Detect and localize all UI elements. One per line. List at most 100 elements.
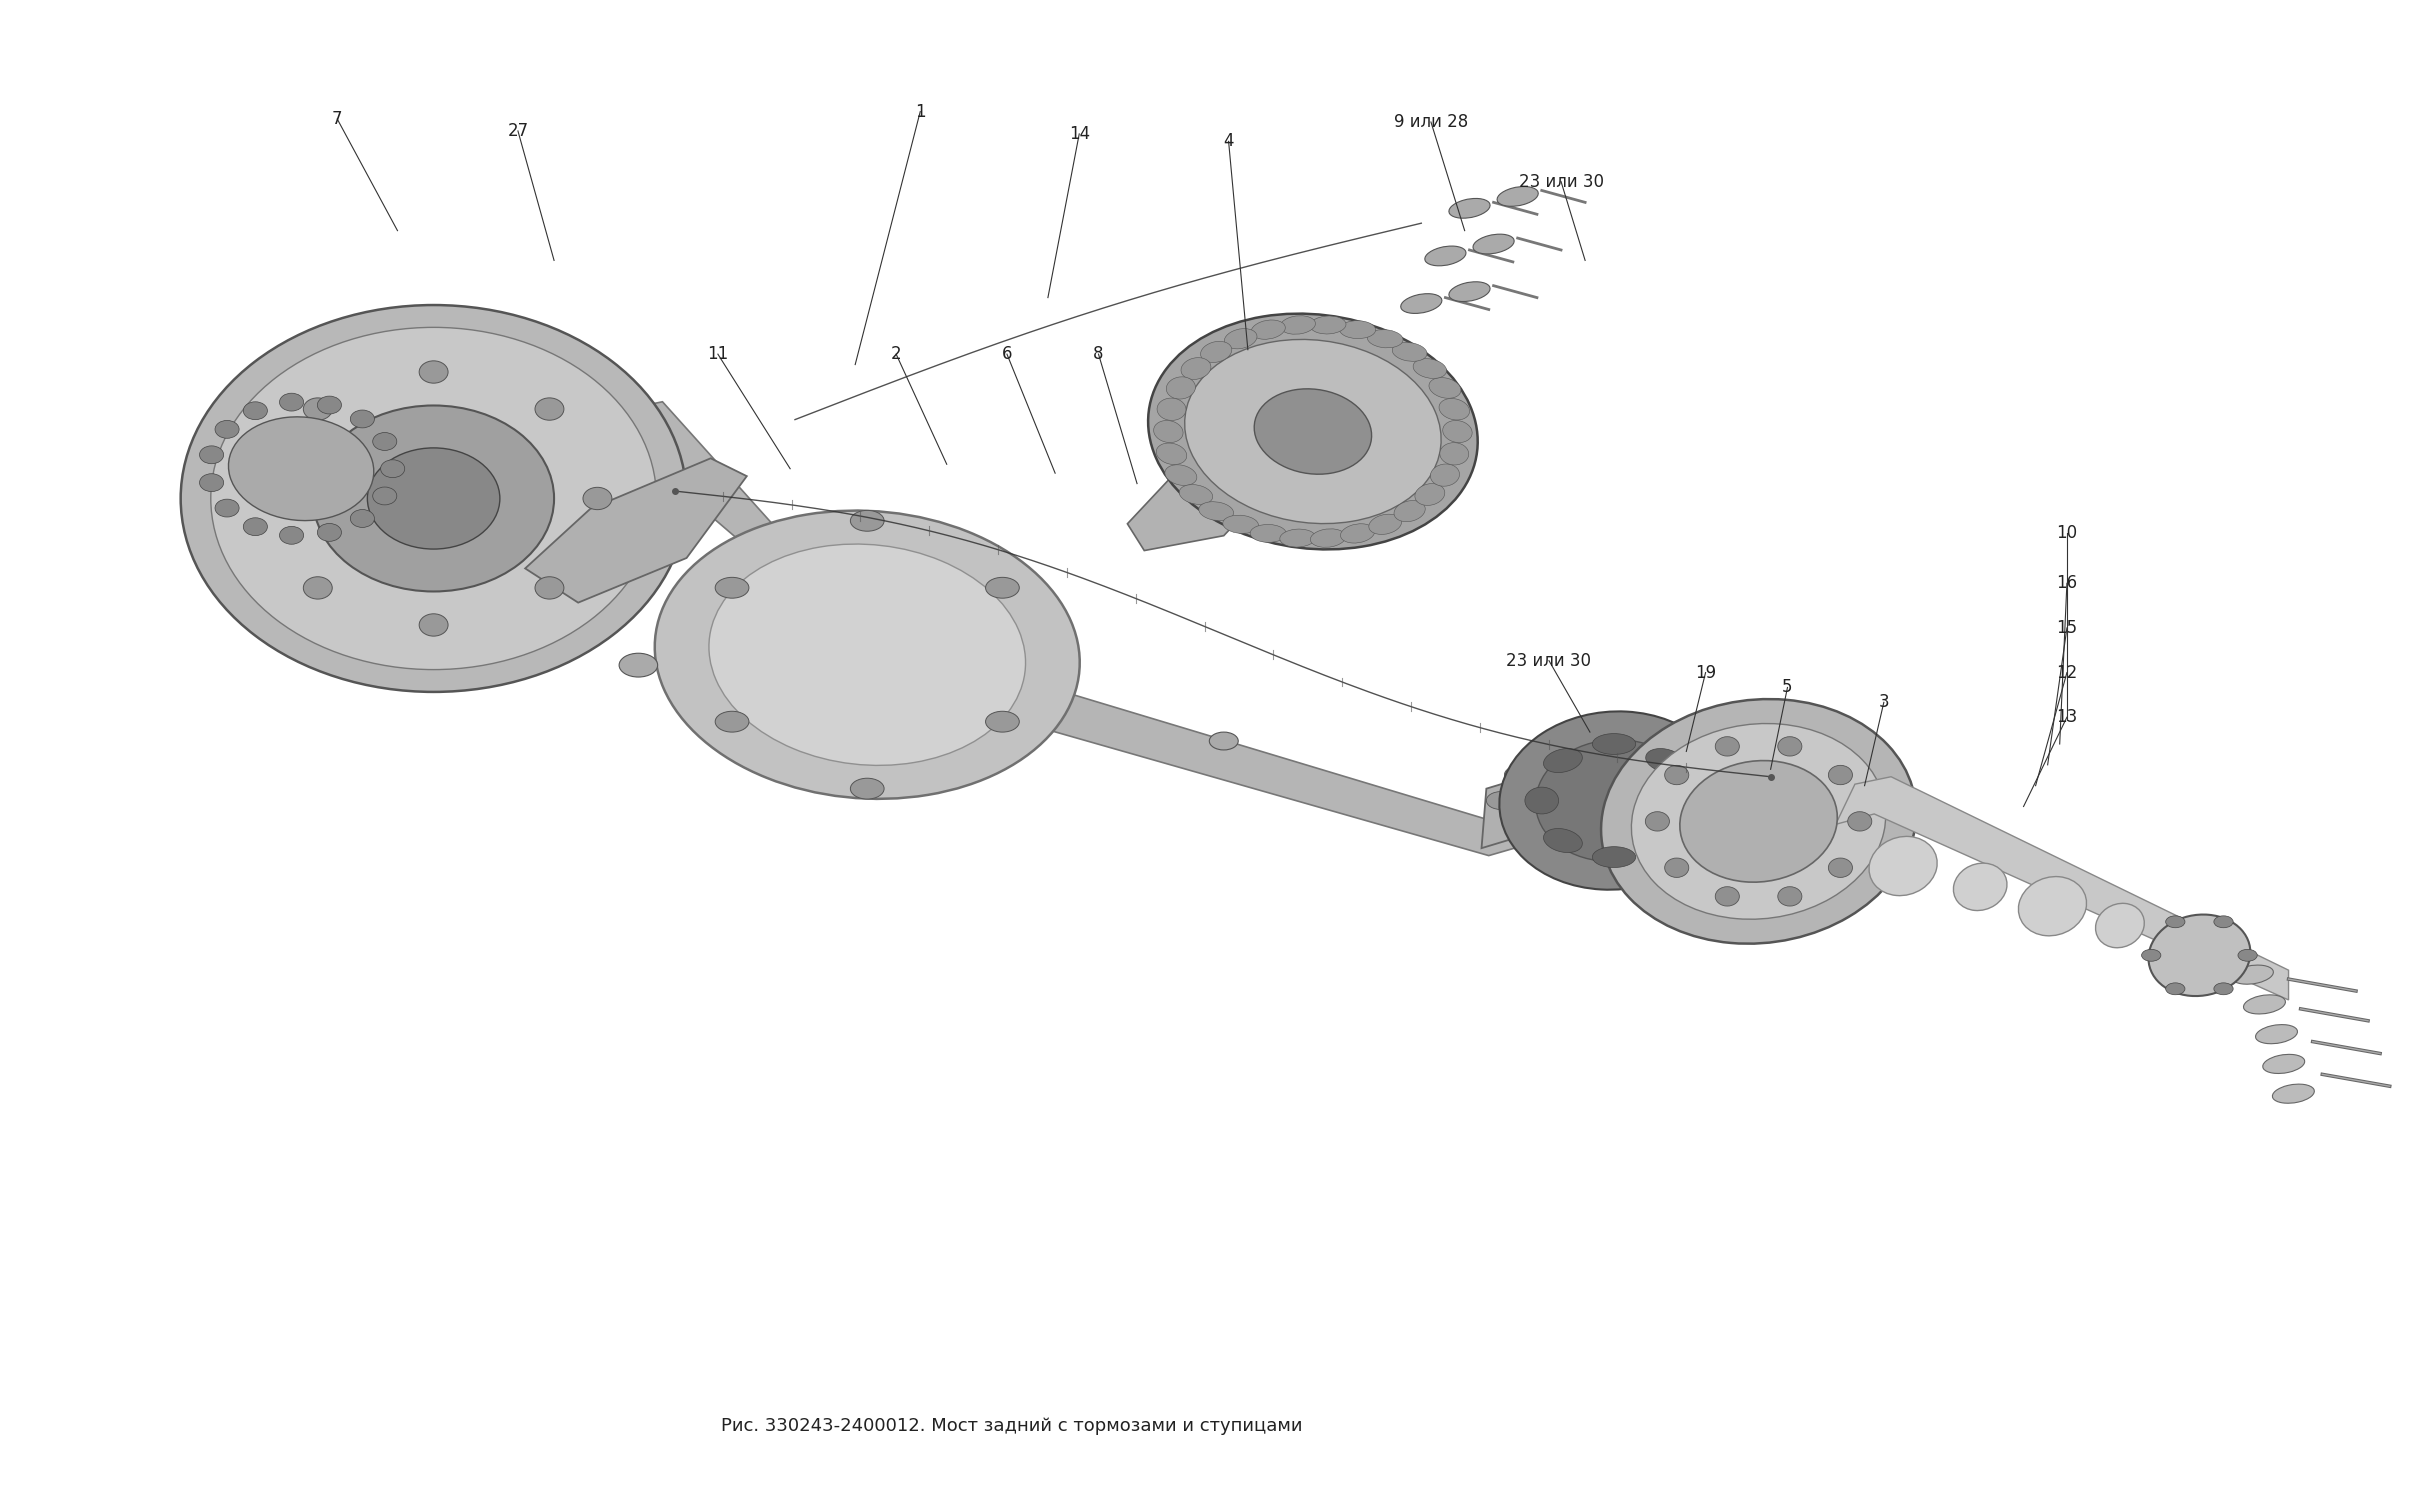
Ellipse shape [1424,246,1467,266]
Text: 23 или 30: 23 или 30 [1518,173,1604,190]
Circle shape [715,711,749,732]
Ellipse shape [1525,787,1559,814]
Circle shape [850,510,884,531]
Text: 9 или 28: 9 или 28 [1395,113,1467,131]
Ellipse shape [1149,314,1477,549]
Circle shape [1503,766,1535,784]
Text: 2: 2 [891,345,901,363]
Ellipse shape [1339,321,1376,339]
Circle shape [2214,984,2233,995]
Ellipse shape [200,446,224,464]
Ellipse shape [1498,711,1730,890]
Ellipse shape [1339,524,1376,543]
Ellipse shape [181,305,687,692]
Ellipse shape [1310,315,1347,333]
Circle shape [2214,915,2233,927]
Ellipse shape [1544,829,1583,853]
Polygon shape [554,402,855,640]
Circle shape [1486,792,1515,809]
Polygon shape [1482,756,1595,848]
Ellipse shape [2262,1055,2305,1073]
Ellipse shape [2096,903,2144,948]
Ellipse shape [535,577,564,600]
Ellipse shape [243,402,267,420]
Ellipse shape [1310,528,1347,548]
Circle shape [619,653,658,677]
Text: 5: 5 [1783,679,1792,696]
Ellipse shape [1448,281,1491,302]
Ellipse shape [1156,443,1188,464]
Ellipse shape [1592,847,1636,868]
Ellipse shape [1279,530,1315,548]
Ellipse shape [1224,515,1257,533]
Ellipse shape [1414,484,1445,506]
Ellipse shape [2149,915,2250,995]
Ellipse shape [200,473,224,491]
Ellipse shape [708,545,1026,765]
Ellipse shape [1715,737,1739,756]
Text: Рис. 330243-2400012. Мост задний с тормозами и ступицами: Рис. 330243-2400012. Мост задний с тормо… [720,1417,1303,1434]
Ellipse shape [304,577,332,600]
Ellipse shape [1279,315,1315,335]
Ellipse shape [1645,829,1684,853]
Ellipse shape [279,393,304,411]
Circle shape [2238,949,2257,961]
Ellipse shape [1448,198,1491,219]
Text: 27: 27 [508,122,528,140]
Ellipse shape [318,396,342,414]
Circle shape [1542,817,1571,835]
Ellipse shape [313,405,554,591]
Ellipse shape [1443,421,1472,442]
Ellipse shape [212,327,655,670]
Ellipse shape [1368,330,1402,348]
Text: 3: 3 [1879,693,1889,711]
Ellipse shape [1200,341,1231,363]
Circle shape [1542,766,1571,784]
Ellipse shape [1715,887,1739,906]
Ellipse shape [1544,748,1583,772]
Ellipse shape [1441,442,1469,464]
Ellipse shape [373,487,397,504]
Ellipse shape [214,421,238,439]
Text: 1: 1 [915,103,925,121]
Ellipse shape [1392,342,1426,362]
Ellipse shape [1535,740,1694,862]
Ellipse shape [1368,515,1402,534]
Ellipse shape [1431,464,1460,487]
Ellipse shape [1496,186,1539,207]
Ellipse shape [1180,485,1212,504]
Ellipse shape [1828,765,1853,784]
Text: 10: 10 [2057,524,2077,542]
Text: 6: 6 [1002,345,1012,363]
Circle shape [2142,949,2161,961]
Ellipse shape [2272,1085,2315,1103]
Ellipse shape [1848,811,1872,830]
Circle shape [850,778,884,799]
Ellipse shape [1828,859,1853,878]
Ellipse shape [304,397,332,420]
Text: 13: 13 [2057,708,2077,726]
Text: 12: 12 [2057,664,2077,682]
Ellipse shape [1180,357,1212,379]
Ellipse shape [2255,1025,2298,1043]
Ellipse shape [349,411,373,429]
Text: 7: 7 [332,110,342,128]
Circle shape [985,711,1019,732]
Polygon shape [911,673,1566,856]
Polygon shape [525,458,747,603]
Ellipse shape [583,487,612,509]
Ellipse shape [279,527,304,545]
Ellipse shape [1645,748,1684,772]
Ellipse shape [373,433,397,451]
Ellipse shape [1472,234,1515,254]
Ellipse shape [1778,737,1802,756]
Ellipse shape [1154,421,1183,442]
Ellipse shape [1778,887,1802,906]
Ellipse shape [349,509,373,527]
Circle shape [1559,792,1588,809]
Ellipse shape [1250,320,1286,339]
Circle shape [715,577,749,598]
Ellipse shape [1665,859,1689,878]
Ellipse shape [419,613,448,635]
Ellipse shape [1602,699,1915,943]
